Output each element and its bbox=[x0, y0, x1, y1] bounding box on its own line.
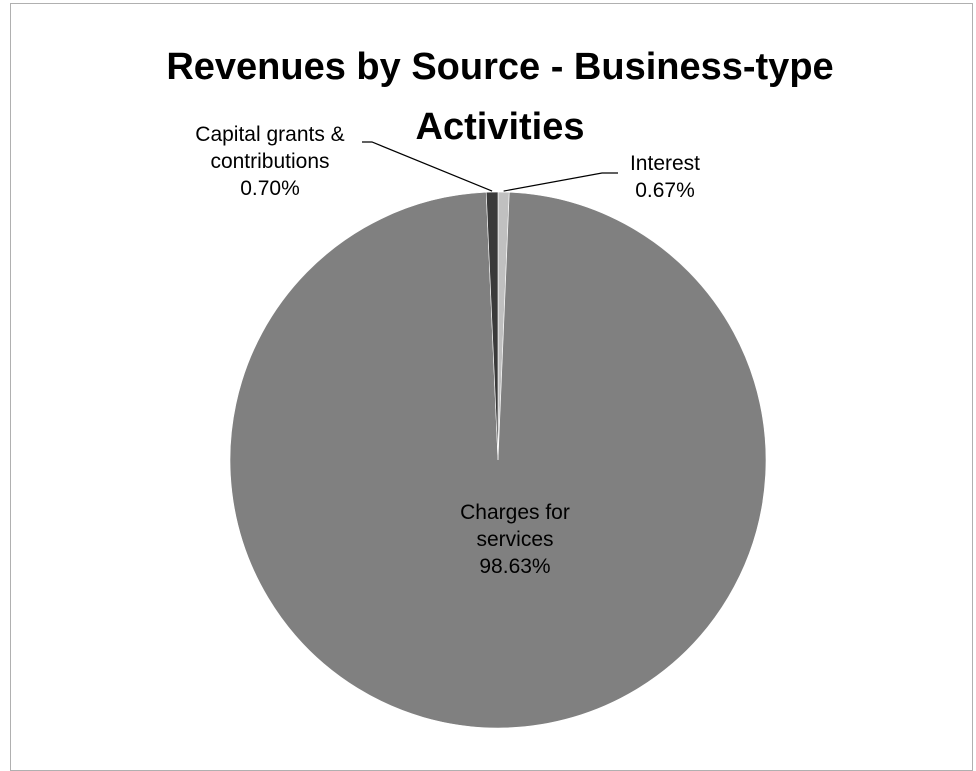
pie-slice-capital-grants bbox=[485, 191, 499, 461]
slice-value-charges: 98.63% bbox=[479, 555, 551, 578]
leader-line-capital-grants bbox=[362, 141, 493, 192]
slice-label-capital-line2: contributions bbox=[210, 150, 330, 173]
slice-label-capital-line1: Capital grants & bbox=[195, 123, 345, 146]
slice-value-capital: 0.70% bbox=[240, 177, 300, 200]
leader-line-interest bbox=[503, 172, 618, 192]
slice-value-interest: 0.67% bbox=[635, 179, 695, 202]
slice-label-charges-for-services: Charges for services 98.63% bbox=[430, 499, 600, 580]
slice-label-charges-line2: services bbox=[476, 528, 554, 551]
chart-title: Revenues by Source - Business-type Activ… bbox=[166, 46, 834, 148]
slice-label-interest-line1: Interest bbox=[629, 152, 701, 175]
slice-label-charges-line1: Charges for bbox=[460, 501, 570, 524]
slice-label-capital-grants: Capital grants & contributions 0.70% bbox=[170, 121, 370, 202]
slice-label-interest: Interest 0.67% bbox=[600, 150, 730, 204]
pie-slice-charges-for-services bbox=[229, 191, 767, 729]
